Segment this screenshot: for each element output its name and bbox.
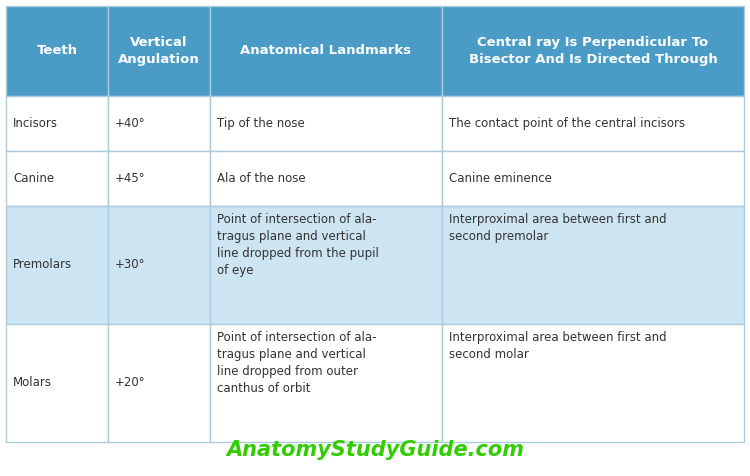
Text: Interproximal area between first and
second molar: Interproximal area between first and sec…	[449, 331, 667, 361]
Text: +40°: +40°	[115, 117, 146, 130]
Bar	[442, 324, 744, 442]
Text: Anatomical Landmarks: Anatomical Landmarks	[240, 44, 412, 58]
Text: Teeth: Teeth	[37, 44, 77, 58]
Bar	[210, 151, 442, 206]
Bar	[6, 324, 108, 442]
Text: AnatomyStudyGuide.com: AnatomyStudyGuide.com	[226, 440, 524, 460]
Bar	[442, 151, 744, 206]
Text: The contact point of the central incisors: The contact point of the central incisor…	[449, 117, 686, 130]
Bar	[442, 96, 744, 151]
Text: Central ray Is Perpendicular To
Bisector And Is Directed Through: Central ray Is Perpendicular To Bisector…	[469, 36, 718, 66]
Bar	[108, 96, 210, 151]
Text: Tip of the nose: Tip of the nose	[217, 117, 304, 130]
Bar	[108, 206, 210, 324]
Bar	[108, 6, 210, 96]
Text: Point of intersection of ala-
tragus plane and vertical
line dropped from the pu: Point of intersection of ala- tragus pla…	[217, 213, 379, 277]
Text: +20°: +20°	[115, 377, 146, 389]
Bar	[6, 96, 108, 151]
Text: +45°: +45°	[115, 172, 146, 185]
Text: Canine eminence: Canine eminence	[449, 172, 552, 185]
Text: Ala of the nose: Ala of the nose	[217, 172, 305, 185]
Bar	[210, 96, 442, 151]
Text: Molars: Molars	[13, 377, 52, 389]
Text: Premolars: Premolars	[13, 258, 72, 271]
Bar	[108, 324, 210, 442]
Text: Incisors: Incisors	[13, 117, 58, 130]
Bar	[210, 6, 442, 96]
Bar	[6, 151, 108, 206]
Bar	[210, 324, 442, 442]
Bar	[6, 206, 108, 324]
Bar	[210, 206, 442, 324]
Text: Point of intersection of ala-
tragus plane and vertical
line dropped from outer
: Point of intersection of ala- tragus pla…	[217, 331, 376, 395]
Bar	[108, 151, 210, 206]
Text: Canine: Canine	[13, 172, 54, 185]
Bar	[442, 206, 744, 324]
Text: Interproximal area between first and
second premolar: Interproximal area between first and sec…	[449, 213, 667, 243]
Bar	[6, 6, 108, 96]
Text: +30°: +30°	[115, 258, 146, 271]
Text: Vertical
Angulation: Vertical Angulation	[118, 36, 200, 66]
Bar	[442, 6, 744, 96]
